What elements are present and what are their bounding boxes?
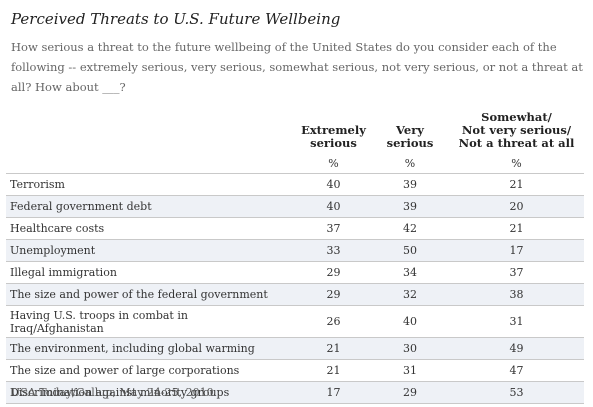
source-note: USA Today/Gallup, May 24-25, 2010: [11, 386, 214, 399]
cell-value: 21: [449, 217, 584, 240]
row-label: The size and power of large corporations: [6, 359, 296, 382]
unit-label: %: [449, 153, 584, 174]
cell-value: 21: [449, 173, 584, 196]
cell-value: 40: [371, 305, 449, 338]
cell-value: 21: [296, 337, 371, 360]
cell-value: 26: [296, 305, 371, 338]
table-row: The size and power of large corporations…: [6, 359, 584, 382]
header-blank: [6, 111, 296, 153]
column-header: Somewhat/Not very serious/Not a threat a…: [458, 110, 575, 150]
row-label: Having U.S. troops in combat in Iraq/Afgh…: [6, 305, 296, 338]
cell-value: 50: [371, 239, 449, 262]
cell-value: 39: [371, 195, 449, 218]
cell-value: 30: [371, 337, 449, 360]
unit-label: %: [371, 153, 449, 174]
cell-value: 42: [371, 217, 449, 240]
unit-blank: [6, 153, 296, 174]
cell-value: 40: [296, 173, 371, 196]
cell-value: 38: [449, 283, 584, 306]
unit-label: %: [296, 153, 371, 174]
row-label: Unemployment: [6, 239, 296, 262]
table-row: Healthcare costs 37 42 21: [6, 217, 584, 240]
cell-value: 49: [449, 337, 584, 360]
cell-value: 37: [296, 217, 371, 240]
table-row: The environment, including global warmin…: [6, 337, 584, 360]
column-header: Very serious: [386, 123, 434, 150]
row-label: The environment, including global warmin…: [6, 337, 296, 360]
cell-value: 31: [371, 359, 449, 382]
table-row: Terrorism 40 39 21: [6, 173, 584, 196]
cell-value: 34: [371, 261, 449, 284]
row-label: Healthcare costs: [6, 217, 296, 240]
cell-value: 29: [296, 283, 371, 306]
chart-title: Perceived Threats to U.S. Future Wellbei…: [11, 10, 341, 28]
cell-value: 53: [449, 381, 584, 404]
column-header: Extremely serious: [301, 123, 366, 150]
table-row: Having U.S. troops in combat in Iraq/Afgh…: [6, 305, 584, 338]
cell-value: 21: [296, 359, 371, 382]
cell-value: 31: [449, 305, 584, 338]
table-row: Discrimination against minority groups 17…: [6, 381, 584, 404]
cell-value: 17: [296, 381, 371, 404]
cell-value: 33: [296, 239, 371, 262]
table-row: Illegal immigration 29 34 37: [6, 261, 584, 284]
row-label: Terrorism: [6, 173, 296, 196]
row-label: The size and power of the federal govern…: [6, 283, 296, 306]
cell-value: 32: [371, 283, 449, 306]
unit-row: % % %: [6, 153, 584, 174]
row-label: Discrimination against minority groups: [6, 381, 296, 404]
header-row: Extremely serious Very serious Somewhat/No…: [6, 111, 584, 153]
cell-value: 29: [371, 381, 449, 404]
table-row: The size and power of the federal govern…: [6, 283, 584, 306]
cell-value: 17: [449, 239, 584, 262]
cell-value: 37: [449, 261, 584, 284]
row-label: Federal government debt: [6, 195, 296, 218]
row-label: Illegal immigration: [6, 261, 296, 284]
table-row: Unemployment 33 50 17: [6, 239, 584, 262]
table-row: Federal government debt 40 39 20: [6, 195, 584, 218]
cell-value: 29: [296, 261, 371, 284]
cell-value: 40: [296, 195, 371, 218]
cell-value: 39: [371, 173, 449, 196]
chart-subtitle: How serious a threat to the future wellb…: [11, 40, 583, 94]
cell-value: 47: [449, 359, 584, 382]
cell-value: 20: [449, 195, 584, 218]
results-table: Extremely serious Very serious Somewhat/No…: [6, 111, 584, 404]
